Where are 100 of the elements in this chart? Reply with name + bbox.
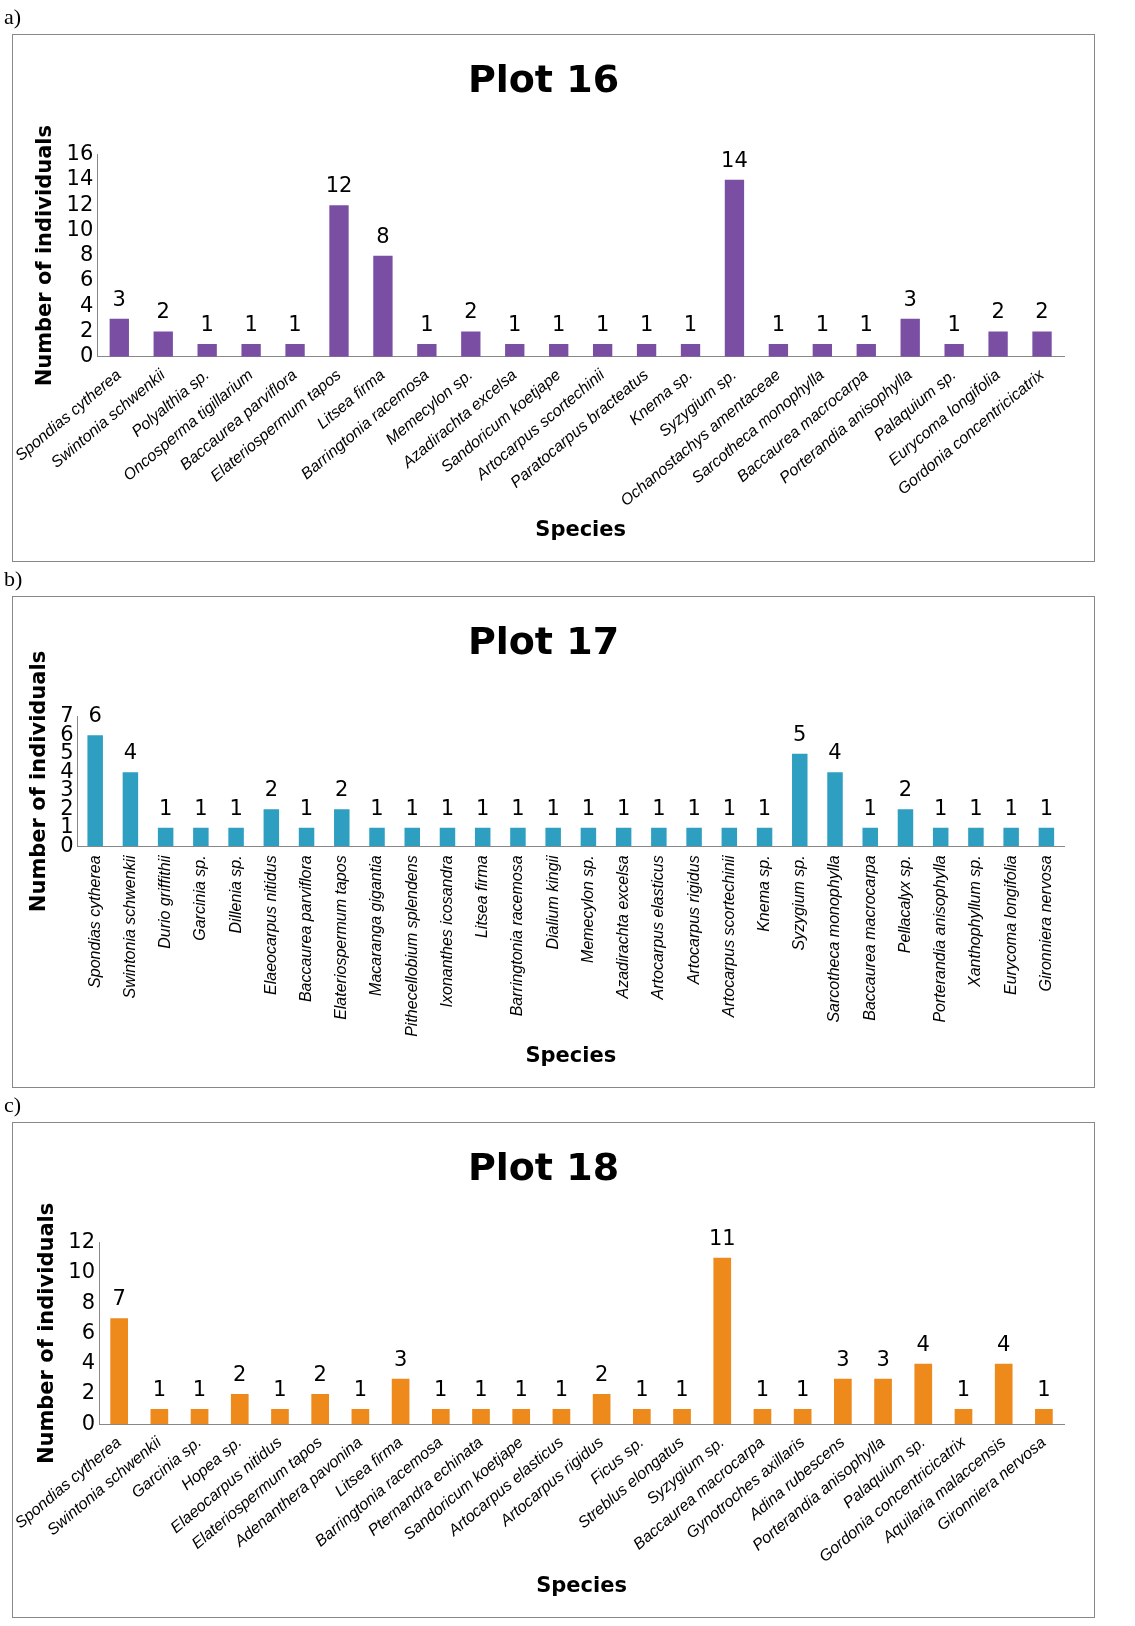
y-tick-label: 0 <box>79 343 94 368</box>
data-label: 1 <box>194 795 208 820</box>
bar <box>713 1257 732 1425</box>
bar <box>592 1393 611 1425</box>
data-label: 3 <box>836 1346 850 1371</box>
y-tick-label: 12 <box>68 1229 96 1254</box>
bar <box>580 827 597 847</box>
bar <box>431 1409 450 1425</box>
x-tick-label: Memecylon sp. <box>578 855 596 963</box>
data-label: 1 <box>969 795 983 820</box>
bar <box>512 1409 531 1425</box>
bar <box>552 1409 571 1425</box>
x-tick-label: Swintonia schwenkii <box>120 854 138 999</box>
data-label: 4 <box>123 740 138 765</box>
bar <box>404 827 420 847</box>
data-label: 1 <box>859 312 873 337</box>
data-label: 2 <box>464 299 478 324</box>
data-label: 2 <box>156 299 170 324</box>
x-tick-label: Elateriospermum tapos <box>332 855 350 1020</box>
bar <box>686 827 702 847</box>
data-label: 14 <box>721 147 748 172</box>
bar <box>756 827 773 847</box>
x-tick-label: Baccaurea macrocarpa <box>860 855 878 1021</box>
bar <box>122 772 139 847</box>
data-label: 4 <box>828 740 842 765</box>
bar <box>472 1409 490 1425</box>
data-label: 2 <box>313 1361 327 1386</box>
data-label: 1 <box>956 1377 971 1402</box>
bar <box>944 344 964 357</box>
x-tick-label: Syzygium sp. <box>790 855 808 951</box>
x-tick-label: Baccaurea parviflora <box>297 855 315 1003</box>
data-label: 2 <box>898 777 913 802</box>
bar <box>391 1378 410 1425</box>
text: b) <box>3 565 24 593</box>
x-tick-label: Azadirachta excelsa <box>614 855 632 1000</box>
bar <box>724 179 745 357</box>
bar <box>230 1393 249 1425</box>
bar <box>311 1393 330 1425</box>
x-tick-label: Dialium kingii <box>543 854 561 950</box>
data-label: 1 <box>405 795 419 820</box>
bar <box>369 827 385 847</box>
bar <box>636 344 657 357</box>
bar <box>651 827 667 847</box>
data-label: 5 <box>793 721 807 746</box>
bar <box>1035 1409 1053 1425</box>
x-tick-label: Litsea firma <box>473 855 491 939</box>
y-axis-title: Number of individuals <box>26 650 51 913</box>
bar <box>510 827 526 847</box>
x-tick-label: Barringtonia racemosa <box>508 855 526 1017</box>
bar <box>632 1409 651 1425</box>
y-tick-label: 6 <box>81 1319 96 1344</box>
data-label: 2 <box>1035 299 1049 324</box>
bar <box>271 1409 289 1425</box>
data-label: 1 <box>552 312 566 337</box>
data-label: 1 <box>581 795 596 820</box>
bar <box>874 1378 892 1425</box>
bar <box>373 255 393 357</box>
bar <box>812 344 832 357</box>
bar <box>721 827 738 847</box>
bar <box>150 1409 169 1425</box>
y-tick-label: 4 <box>79 292 94 317</box>
data-label: 1 <box>474 1377 488 1402</box>
bar <box>834 1378 852 1425</box>
bar <box>1003 827 1019 847</box>
data-label: 1 <box>229 795 243 820</box>
data-label: 1 <box>722 795 736 820</box>
x-tick-label: Garcinia sp. <box>191 855 209 941</box>
data-label: 2 <box>594 1361 609 1386</box>
data-label: 1 <box>771 312 786 337</box>
x-tick-label: Elaeocarpus nitidus <box>261 855 279 995</box>
bar <box>1038 827 1055 847</box>
y-tick-label: 8 <box>81 1289 96 1314</box>
bar <box>505 344 525 357</box>
x-axis-title: Species <box>535 516 627 541</box>
bar <box>1032 331 1052 357</box>
data-label: 2 <box>233 1361 247 1386</box>
data-label: 1 <box>508 312 522 337</box>
data-label: 1 <box>863 795 877 820</box>
x-tick-label: Sarcotheca monophylla <box>825 855 843 1023</box>
x-tick-label: Artocarpus scortechinii <box>719 854 737 1019</box>
bar <box>417 344 437 357</box>
data-label: 2 <box>991 299 1005 324</box>
bar <box>673 1409 691 1425</box>
bar <box>109 318 129 357</box>
data-label: 1 <box>244 312 258 337</box>
bar <box>793 1409 812 1425</box>
data-label: 4 <box>997 1331 1011 1356</box>
data-label: 2 <box>335 777 349 802</box>
x-axis-title: Species <box>525 1042 617 1067</box>
data-label: 12 <box>325 173 353 198</box>
data-label: 3 <box>903 286 917 311</box>
data-label: 8 <box>376 223 390 248</box>
data-label: 1 <box>152 1377 167 1402</box>
bar <box>197 344 217 357</box>
bar <box>190 1409 209 1425</box>
y-axis-title: Number of individuals <box>34 1202 59 1465</box>
bar <box>241 344 261 357</box>
data-label: 1 <box>639 312 654 337</box>
x-tick-label: Artocarpus elasticus <box>649 855 667 1001</box>
chart-title: Plot 16 <box>467 56 620 101</box>
